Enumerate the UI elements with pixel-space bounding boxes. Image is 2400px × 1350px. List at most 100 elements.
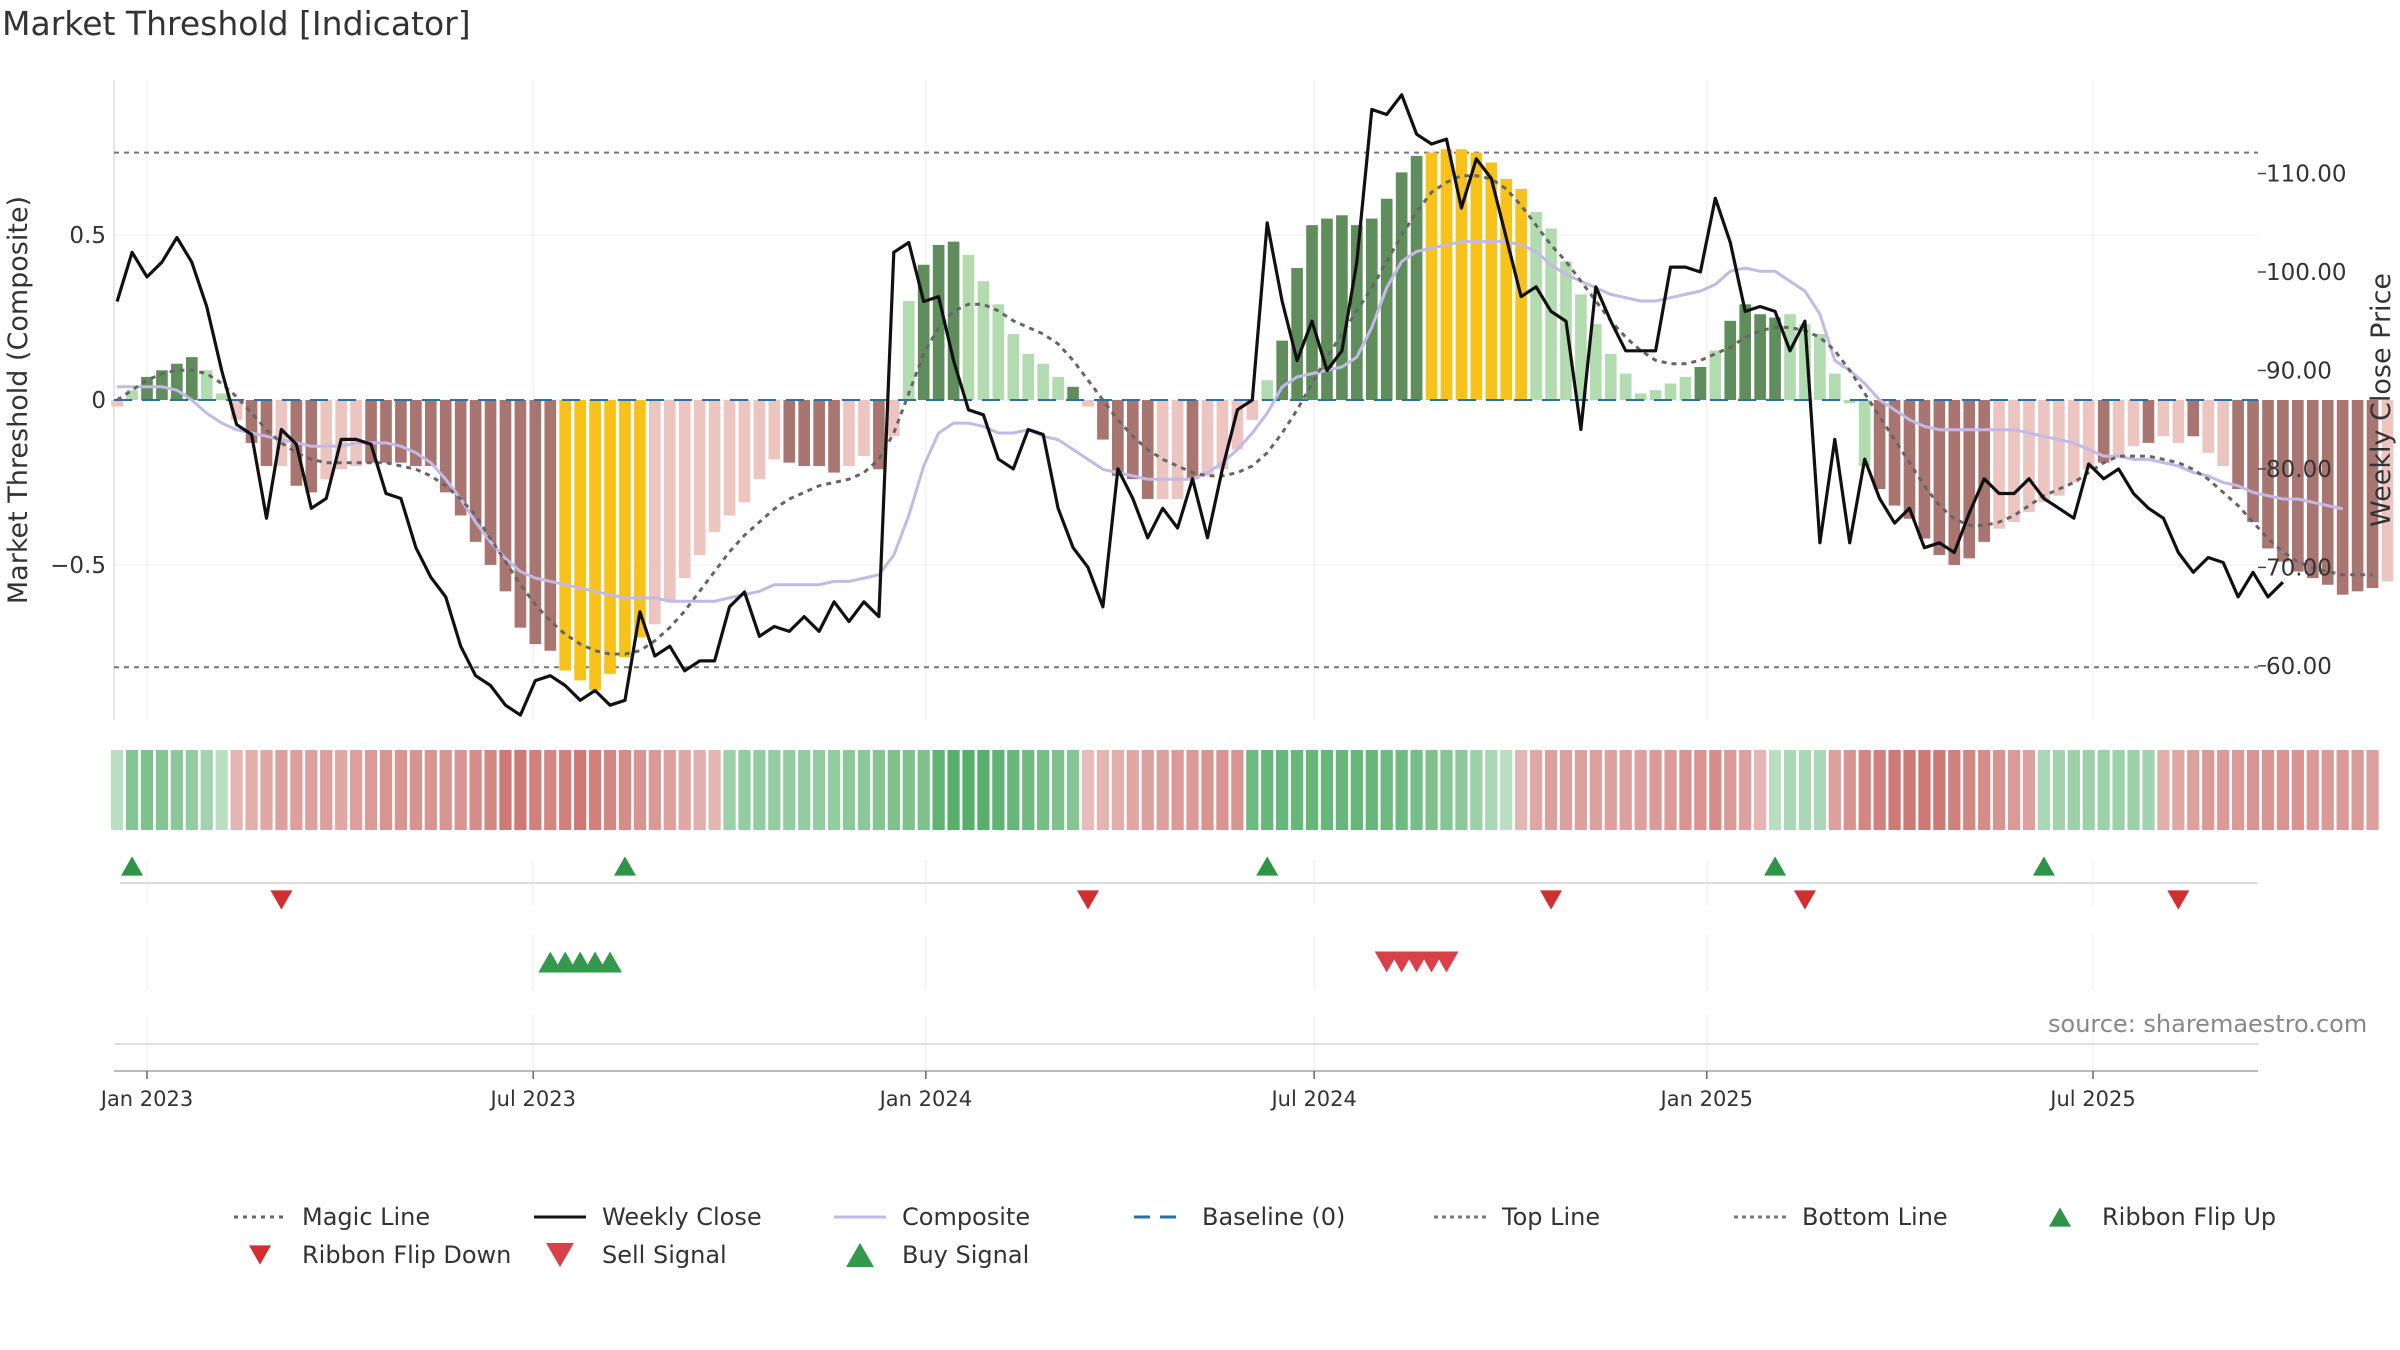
composite-bar: [1784, 314, 1796, 400]
ribbon-cell: [1171, 750, 1184, 830]
composite-bar: [1380, 198, 1393, 400]
composite-bar: [245, 400, 258, 443]
y-right-axis-label: Weekly Close Price: [2366, 273, 2397, 527]
ribbon-cell: [111, 750, 124, 830]
composite-bar: [634, 400, 646, 638]
ribbon-cell: [1933, 750, 1946, 830]
ribbon-cell: [1485, 750, 1498, 830]
ribbon-cell: [1813, 750, 1827, 830]
composite-bar: [156, 370, 168, 400]
composite-bar: [1993, 400, 2005, 529]
composite-bar: [1171, 400, 1184, 499]
ribbon-cell: [917, 750, 930, 830]
sell-signal-marker: [1434, 951, 1459, 973]
composite-bar: [2172, 400, 2185, 443]
composite-bar: [1649, 390, 1662, 400]
ribbon-cell: [887, 750, 900, 830]
ribbon-cell: [1724, 750, 1737, 830]
ribbon-cell: [1709, 750, 1722, 830]
composite-bar: [439, 400, 452, 493]
composite-bar: [469, 400, 482, 542]
ribbon-cell: [2246, 750, 2260, 830]
composite-bar: [1858, 400, 1871, 466]
ribbon-cell: [2336, 750, 2349, 830]
ribbon-cell: [574, 750, 587, 830]
ribbon-cell: [469, 750, 482, 830]
composite-bar: [663, 400, 676, 602]
ribbon-cell: [140, 750, 154, 830]
ribbon-cell: [932, 750, 945, 830]
ribbon-flip-down-marker: [1540, 890, 1563, 910]
ribbon-cell: [1141, 750, 1154, 830]
composite-bar: [1918, 400, 1931, 539]
composite-bar: [1470, 152, 1483, 400]
legend-swatch: [1434, 1215, 1486, 1219]
composite-bar: [1097, 400, 1109, 440]
ribbon-flip-up-marker: [1256, 856, 1279, 876]
legend-label: Buy Signal: [902, 1241, 1030, 1269]
composite-bar: [2277, 400, 2289, 562]
composite-bar: [1216, 400, 1229, 470]
y-right-tick-label: 100.00: [2266, 260, 2346, 286]
composite-bar: [619, 400, 631, 658]
ribbon-cell: [1679, 750, 1692, 830]
legend-swatch: [234, 1215, 286, 1219]
ribbon-cell: [2097, 750, 2110, 830]
composite-bar: [828, 400, 840, 473]
x-tick-label: Jul 2025: [2048, 1087, 2135, 1111]
composite-bar: [1739, 304, 1752, 400]
x-tick-label: Jan 2023: [99, 1087, 194, 1111]
composite-bar: [380, 400, 392, 463]
ribbon-cell: [1649, 750, 1662, 830]
composite-bar: [1321, 218, 1333, 400]
ribbon-flip-down-marker: [270, 890, 293, 910]
composite-bar: [454, 400, 467, 516]
ribbon-cell: [2157, 750, 2170, 830]
ribbon-cell: [872, 750, 886, 830]
ribbon-cell: [1246, 750, 1259, 830]
legend-swatch: [834, 1215, 886, 1219]
composite-bar: [768, 400, 781, 460]
composite-bar: [962, 254, 975, 400]
ribbon-cell: [1783, 750, 1797, 830]
composite-bar: [1500, 178, 1513, 400]
legend-swatch: [249, 1245, 271, 1265]
composite-bar: [693, 400, 706, 556]
composite-bar: [678, 400, 691, 579]
composite-bar: [1395, 172, 1408, 400]
ribbon-cell: [1022, 750, 1035, 830]
composite-line: [117, 240, 2344, 603]
y-right-tick-label: 80.00: [2266, 457, 2332, 483]
legend-label: Sell Signal: [602, 1241, 727, 1269]
ribbon-cell: [1455, 750, 1468, 830]
composite-bar: [2067, 400, 2080, 483]
ribbon-cell: [275, 750, 288, 830]
ribbon-cell: [1754, 750, 1767, 830]
composite-bar: [1082, 400, 1094, 407]
y-right-tick-label: 70.00: [2266, 555, 2332, 581]
composite-bar: [111, 400, 123, 407]
legend-label: Ribbon Flip Down: [302, 1241, 512, 1269]
ribbon-cell: [992, 750, 1005, 830]
ribbon-cell: [1261, 750, 1274, 830]
ribbon-cell: [1156, 750, 1169, 830]
ribbon-cell: [2127, 750, 2140, 830]
ribbon-cell: [1873, 750, 1886, 830]
ribbon-cell: [1619, 750, 1632, 830]
ribbon-cell: [1201, 750, 1214, 830]
composite-bar: [649, 400, 661, 625]
composite-bar: [499, 400, 512, 592]
ribbon-cell: [1888, 750, 1901, 830]
source-note: source: sharemaestro.com: [2048, 1010, 2368, 1038]
composite-bar: [1933, 400, 1946, 556]
ribbon-cell: [1843, 750, 1856, 830]
ribbon-cell: [1798, 750, 1812, 830]
ribbon-cell: [1037, 750, 1050, 830]
ribbon-cell: [529, 750, 542, 830]
ribbon-cell: [424, 750, 437, 830]
composite-bar: [1978, 400, 1991, 542]
ribbon-cell: [484, 750, 497, 830]
composite-bar: [544, 400, 557, 651]
ribbon-cell: [1992, 750, 2006, 830]
ribbon-cell: [1828, 750, 1841, 830]
